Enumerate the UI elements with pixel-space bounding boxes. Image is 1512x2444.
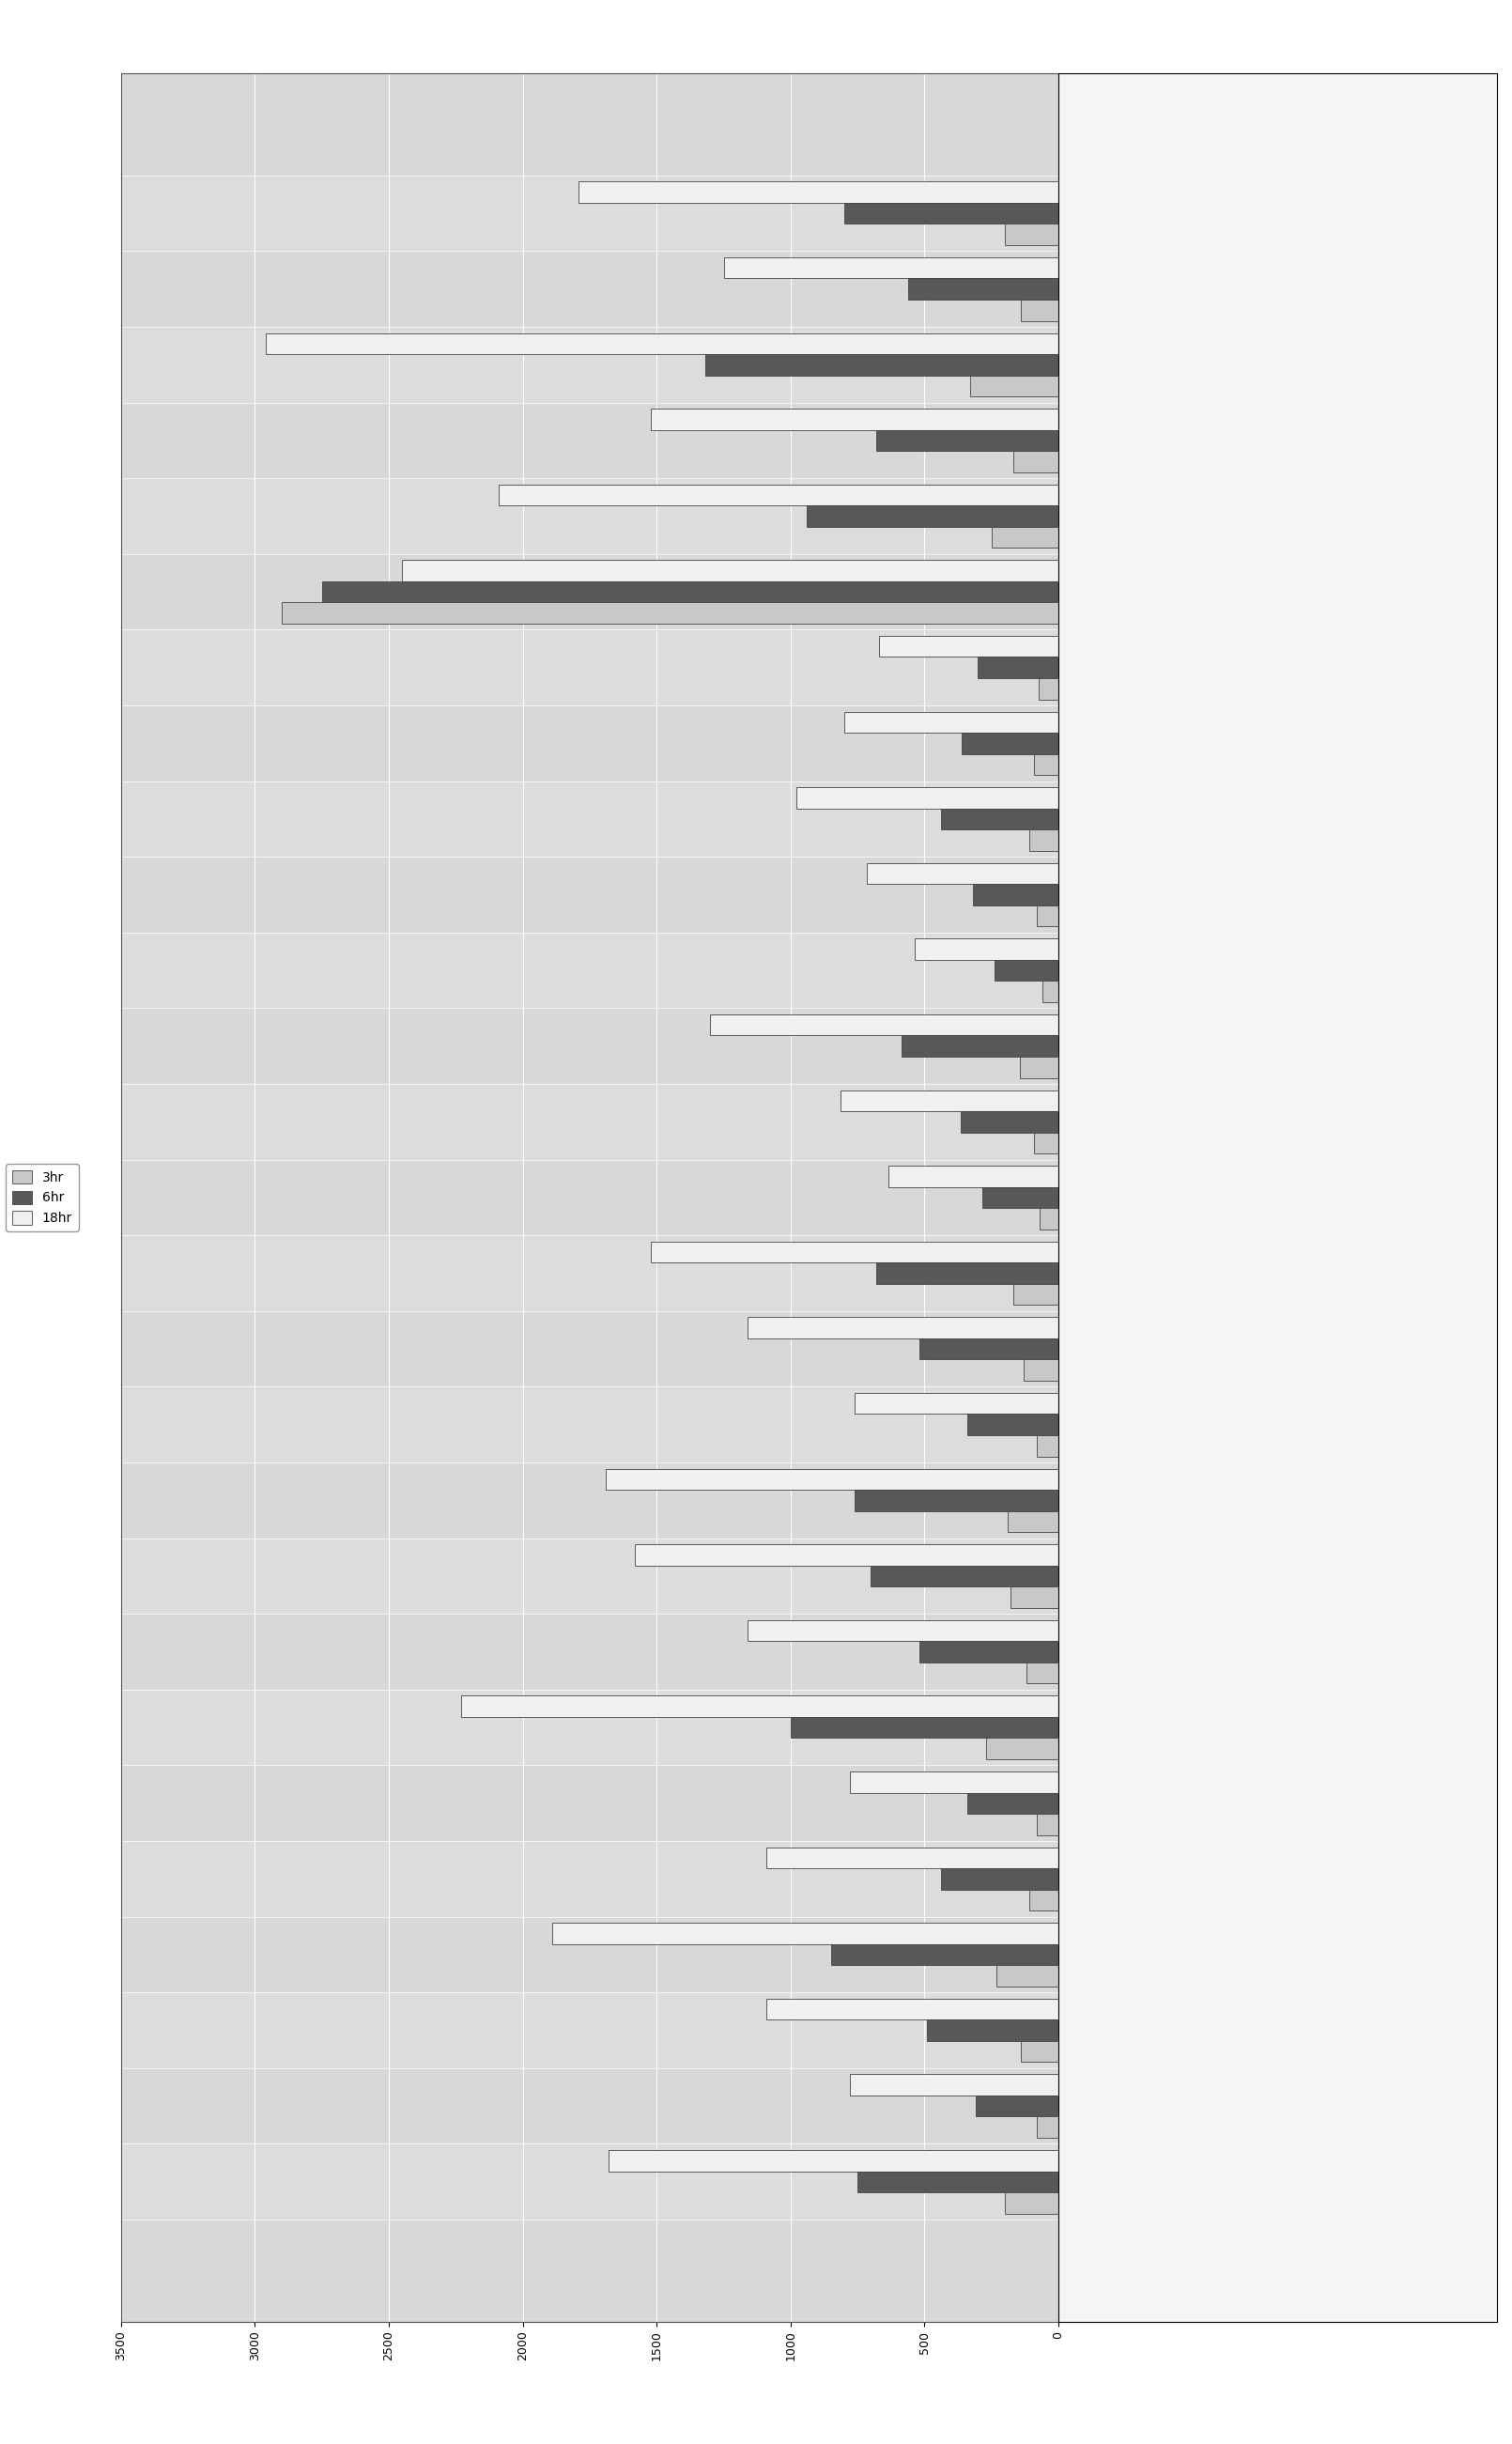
Bar — [1030, 829, 1058, 851]
Bar — [121, 782, 1058, 858]
Bar — [841, 1090, 1058, 1112]
Legend: 3hr, 6hr, 18hr: 3hr, 6hr, 18hr — [6, 1163, 79, 1232]
Bar — [1024, 1359, 1058, 1381]
Bar — [854, 1393, 1058, 1415]
Bar — [1013, 1283, 1058, 1305]
Bar — [992, 528, 1058, 547]
Bar — [986, 1738, 1058, 1760]
Bar — [968, 1791, 1058, 1813]
Bar — [461, 1696, 1058, 1716]
Bar — [121, 934, 1058, 1009]
Bar — [915, 938, 1058, 960]
Bar — [1005, 225, 1058, 244]
Bar — [927, 2019, 1058, 2041]
Bar — [791, 1716, 1058, 1738]
Bar — [711, 1014, 1058, 1036]
Bar — [850, 1772, 1058, 1791]
Bar — [1005, 2192, 1058, 2214]
Bar — [854, 1491, 1058, 1510]
Bar — [1037, 2117, 1058, 2138]
Bar — [121, 1689, 1058, 1765]
Bar — [767, 1999, 1058, 2019]
Bar — [499, 484, 1058, 506]
Bar — [402, 560, 1058, 582]
Bar — [901, 1036, 1058, 1056]
Bar — [748, 1620, 1058, 1642]
Bar — [889, 1166, 1058, 1188]
Bar — [121, 631, 1058, 706]
Bar — [830, 1943, 1058, 1965]
Bar — [857, 2170, 1058, 2192]
Bar — [767, 1848, 1058, 1867]
Bar — [972, 885, 1058, 904]
Bar — [121, 1537, 1058, 1613]
Bar — [1037, 1435, 1058, 1457]
Bar — [1034, 1132, 1058, 1154]
Bar — [121, 2143, 1058, 2219]
Bar — [940, 1867, 1058, 1889]
Bar — [552, 1923, 1058, 1943]
Bar — [971, 376, 1058, 396]
Bar — [121, 1386, 1058, 1462]
Bar — [993, 960, 1058, 980]
Bar — [1019, 1056, 1058, 1078]
Bar — [281, 604, 1058, 623]
Bar — [877, 430, 1058, 452]
Bar — [960, 1112, 1058, 1132]
Bar — [1007, 1510, 1058, 1532]
Bar — [1030, 1889, 1058, 1911]
Bar — [1042, 980, 1058, 1002]
Bar — [121, 1234, 1058, 1310]
Bar — [121, 479, 1058, 555]
Bar — [1037, 1813, 1058, 1835]
Bar — [850, 2075, 1058, 2095]
Bar — [996, 1965, 1058, 1987]
Bar — [940, 809, 1058, 829]
Bar — [795, 787, 1058, 809]
Bar — [652, 1242, 1058, 1264]
Bar — [909, 279, 1058, 301]
Bar — [978, 657, 1058, 679]
Bar — [1034, 753, 1058, 775]
Bar — [121, 327, 1058, 403]
Bar — [1013, 452, 1058, 472]
Bar — [121, 1992, 1058, 2068]
Bar — [1021, 2041, 1058, 2063]
Bar — [1039, 679, 1058, 699]
Bar — [635, 1545, 1058, 1567]
Bar — [975, 2095, 1058, 2117]
Bar — [266, 332, 1058, 354]
Bar — [919, 1339, 1058, 1359]
Bar — [844, 711, 1058, 733]
Bar — [608, 2151, 1058, 2170]
Bar — [121, 176, 1058, 252]
Bar — [606, 1469, 1058, 1491]
Bar — [806, 506, 1058, 528]
Bar — [844, 203, 1058, 225]
Bar — [1010, 1586, 1058, 1608]
Bar — [983, 1188, 1058, 1207]
Bar — [871, 1567, 1058, 1586]
Bar — [968, 1415, 1058, 1435]
Bar — [705, 354, 1058, 376]
Bar — [322, 582, 1058, 604]
Bar — [866, 863, 1058, 885]
Bar — [877, 1264, 1058, 1283]
Bar — [878, 635, 1058, 657]
Bar — [724, 257, 1058, 279]
Bar — [962, 733, 1058, 753]
Bar — [121, 1840, 1058, 1916]
Bar — [652, 408, 1058, 430]
Bar — [1037, 904, 1058, 926]
Bar — [1021, 301, 1058, 320]
Bar — [121, 1085, 1058, 1161]
Bar — [579, 181, 1058, 203]
Bar — [748, 1317, 1058, 1339]
Bar — [1027, 1662, 1058, 1684]
Bar — [919, 1642, 1058, 1662]
Bar — [1040, 1207, 1058, 1229]
